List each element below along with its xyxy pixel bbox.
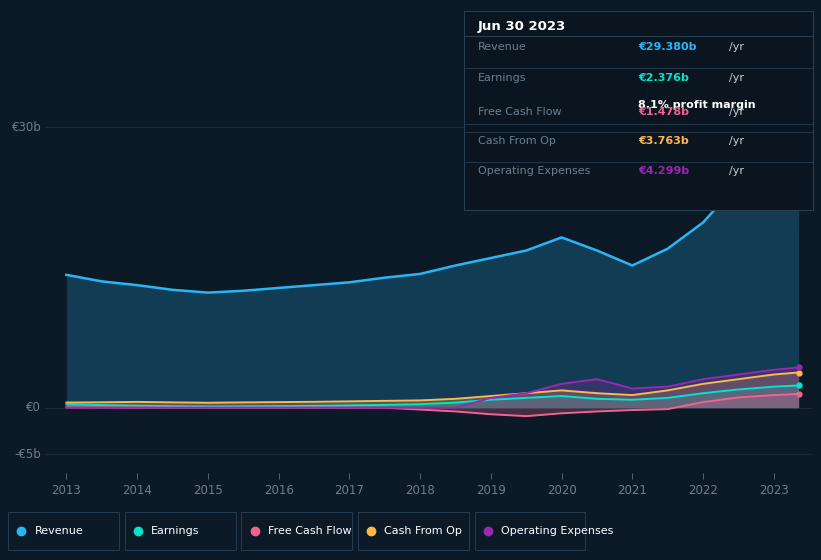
Text: €1.478b: €1.478b — [639, 106, 690, 116]
Text: Free Cash Flow: Free Cash Flow — [268, 526, 351, 536]
Text: €0: €0 — [26, 401, 41, 414]
Text: Cash From Op: Cash From Op — [384, 526, 462, 536]
Text: Jun 30 2023: Jun 30 2023 — [478, 20, 566, 33]
Text: Operating Expenses: Operating Expenses — [478, 166, 590, 176]
Text: /yr: /yr — [729, 166, 744, 176]
Text: €4.299b: €4.299b — [639, 166, 690, 176]
Text: €2.376b: €2.376b — [639, 73, 689, 83]
Text: Earnings: Earnings — [151, 526, 200, 536]
Text: €30b: €30b — [11, 120, 41, 133]
Text: €29.380b: €29.380b — [639, 42, 697, 52]
Text: /yr: /yr — [729, 42, 744, 52]
Text: Revenue: Revenue — [478, 42, 526, 52]
Text: Revenue: Revenue — [34, 526, 83, 536]
Text: -€5b: -€5b — [15, 448, 41, 461]
Text: 8.1% profit margin: 8.1% profit margin — [639, 100, 756, 110]
Text: €3.763b: €3.763b — [639, 137, 689, 147]
Text: Earnings: Earnings — [478, 73, 526, 83]
Text: /yr: /yr — [729, 106, 744, 116]
Text: /yr: /yr — [729, 73, 744, 83]
Text: Operating Expenses: Operating Expenses — [501, 526, 613, 536]
Text: /yr: /yr — [729, 137, 744, 147]
Text: Free Cash Flow: Free Cash Flow — [478, 106, 562, 116]
Text: Cash From Op: Cash From Op — [478, 137, 556, 147]
